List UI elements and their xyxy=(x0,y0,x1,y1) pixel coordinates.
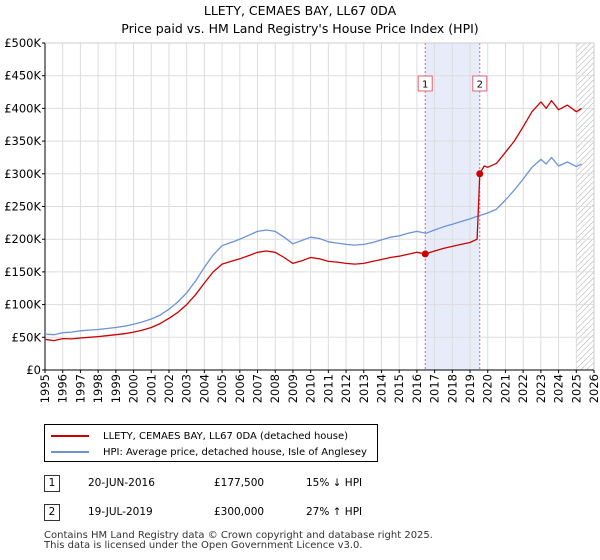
sale-marker-label: 2 xyxy=(472,75,488,92)
x-tick-label: 2008 xyxy=(268,374,282,403)
x-tick-label: 1995 xyxy=(38,374,52,403)
legend-swatch-property xyxy=(51,435,89,437)
transaction-hpi-diff: 27% ↑ HPI xyxy=(306,506,363,518)
legend-item-property: LLETY, CEMAES BAY, LL67 0DA (detached ho… xyxy=(51,429,348,443)
x-tick-label: 2025 xyxy=(569,374,583,403)
x-tick-label: 2010 xyxy=(304,374,318,403)
legend-label-property: LLETY, CEMAES BAY, LL67 0DA (detached ho… xyxy=(103,430,349,442)
sale-marker-box xyxy=(417,75,433,92)
hpi-series-line xyxy=(44,156,582,336)
x-tick-label: 2026 xyxy=(587,374,600,403)
price-chart: £0 £50K £100K £150K £200K £250K £300K £350K £400… xyxy=(4,36,600,403)
transaction-hpi-diff: 15% ↓ HPI xyxy=(306,477,363,489)
footer-copyright: Contains HM Land Registry data © Crown c… xyxy=(44,530,433,541)
x-tick-label: 2017 xyxy=(428,374,442,403)
x-tick-label: 1999 xyxy=(109,374,123,403)
sale-marker-number: 1 xyxy=(422,80,428,91)
y-tick-label: £0 xyxy=(26,363,41,377)
x-tick-label: 2018 xyxy=(445,374,459,403)
x-tick-label: 2000 xyxy=(127,374,141,403)
legend-item-hpi: HPI: Average price, detached house, Isle… xyxy=(51,445,367,459)
x-tick-label: 2022 xyxy=(516,374,530,403)
sale-point xyxy=(421,250,429,258)
chart-title: LLETY, CEMAES BAY, LL67 0DA xyxy=(203,3,397,18)
x-tick-label: 2012 xyxy=(339,374,353,403)
footer: Contains HM Land Registry data © Crown c… xyxy=(44,531,596,551)
x-tick-label: 2021 xyxy=(498,374,512,403)
x-tick-label: 2020 xyxy=(481,374,495,403)
y-tick-label: £150K xyxy=(4,265,41,279)
y-tick-label: £300K xyxy=(4,167,41,181)
y-tick-label: £250K xyxy=(4,200,41,214)
x-tick-label: 1996 xyxy=(56,374,70,403)
x-tick-label: 2006 xyxy=(233,374,247,403)
footer-licence: This data is licensed under the Open Gov… xyxy=(44,540,363,551)
x-tick-label: 2014 xyxy=(374,374,388,403)
sale-point xyxy=(476,170,484,178)
x-tick-label: 2001 xyxy=(144,374,158,403)
x-tick-label: 2019 xyxy=(463,374,477,403)
x-tick-label: 2002 xyxy=(162,374,176,403)
x-tick-label: 2003 xyxy=(180,374,194,403)
sale-marker-label: 1 xyxy=(417,75,433,92)
chart-subtitle: Price paid vs. HM Land Registry's House … xyxy=(121,21,479,36)
x-tick-label: 2011 xyxy=(321,374,335,403)
x-tick-label: 2004 xyxy=(197,374,211,403)
y-tick-label: £200K xyxy=(4,232,41,246)
x-tick-label: 1997 xyxy=(73,374,87,403)
y-tick-label: £500K xyxy=(4,36,41,50)
x-tick-label: 2009 xyxy=(286,374,300,403)
sale-marker-number: 2 xyxy=(477,80,483,91)
x-tick-label: 2024 xyxy=(552,374,566,403)
y-tick-label: £400K xyxy=(4,101,41,115)
property-series-line xyxy=(44,99,582,342)
transaction-number: 2 xyxy=(44,504,60,521)
transaction-number: 1 xyxy=(44,475,60,492)
legend-label-hpi: HPI: Average price, detached house, Isle… xyxy=(103,446,367,458)
transaction-date: 19-JUL-2019 xyxy=(88,506,153,518)
x-tick-label: 2023 xyxy=(534,374,548,403)
transaction-price: £177,500 xyxy=(214,477,265,489)
y-tick-label: £450K xyxy=(4,69,41,83)
sale-marker-box xyxy=(472,75,488,92)
x-tick-label: 2015 xyxy=(392,374,406,403)
legend-swatch-hpi xyxy=(51,451,89,453)
x-tick-label: 2016 xyxy=(410,374,424,403)
x-tick-label: 2013 xyxy=(357,374,371,403)
chart-legend: LLETY, CEMAES BAY, LL67 0DA (detached ho… xyxy=(44,424,378,462)
y-tick-label: £50K xyxy=(12,330,42,344)
x-tick-label: 2007 xyxy=(251,374,265,403)
x-tick-label: 1998 xyxy=(91,374,105,403)
transaction-price: £300,000 xyxy=(214,506,265,518)
transaction-date: 20-JUN-2016 xyxy=(88,477,155,489)
y-tick-label: £350K xyxy=(4,134,41,148)
y-tick-label: £100K xyxy=(4,298,41,312)
x-tick-label: 2005 xyxy=(215,374,229,403)
